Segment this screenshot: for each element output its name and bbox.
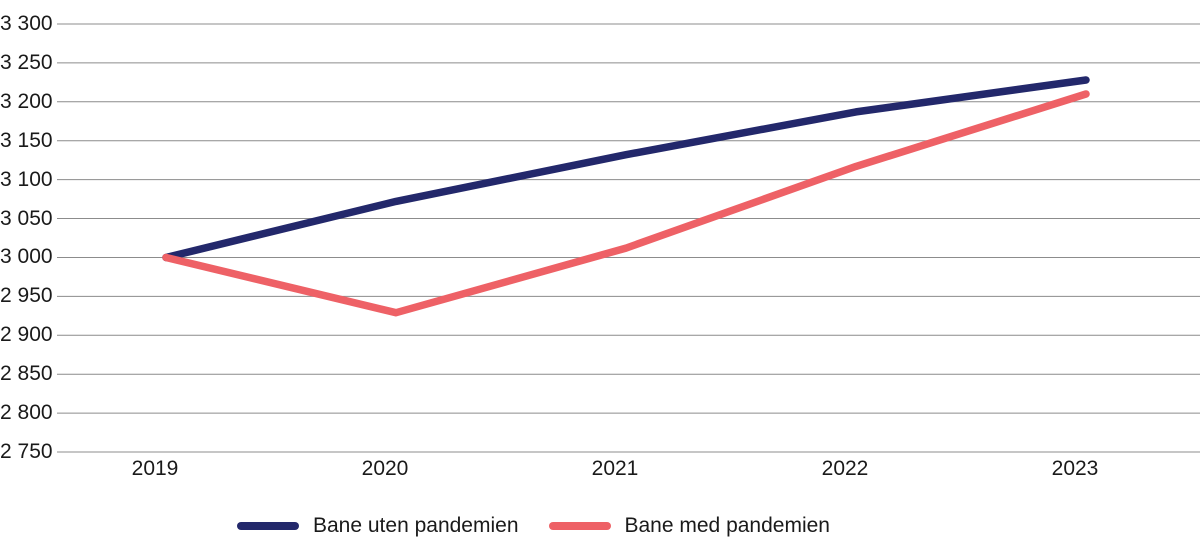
x-axis-tick-label: 2022 <box>821 457 869 480</box>
y-axis-tick-label: 3 300 <box>0 12 53 35</box>
legend-swatch-coral <box>548 522 611 530</box>
y-axis-tick-label: 3 050 <box>0 206 53 230</box>
y-axis-tick-label: 3 250 <box>0 50 53 74</box>
y-axis-tick-label: 3 150 <box>0 128 53 152</box>
x-axis-tick-label: 2020 <box>361 457 409 480</box>
legend: Bane uten pandemien Bane med pandemien <box>237 512 830 540</box>
y-axis-tick-label: 2 800 <box>0 401 53 425</box>
series-line-bane-med-pandemien <box>162 90 1090 317</box>
y-axis-tick-label: 3 100 <box>0 167 53 191</box>
y-axis-tick-label: 2 750 <box>0 440 53 463</box>
y-axis-tick-label: 2 850 <box>0 362 53 386</box>
x-axis-tick-label: 2023 <box>1051 457 1099 480</box>
legend-item-bane-med-pandemien: Bane med pandemien <box>548 512 830 540</box>
legend-swatch-navy <box>237 522 299 530</box>
y-axis-tick-label: 2 950 <box>0 284 53 308</box>
y-axis-tick-label: 2 900 <box>0 323 53 347</box>
legend-item-bane-uten-pandemien: Bane uten pandemien <box>237 512 519 540</box>
legend-label: Bane med pandemien <box>624 514 830 537</box>
x-axis-tick-label: 2021 <box>591 457 639 480</box>
y-axis-tick-label: 3 200 <box>0 89 53 113</box>
legend-label: Bane uten pandemien <box>313 514 519 537</box>
series-line-bane-uten-pandemien <box>162 76 1090 262</box>
x-axis-tick-label: 2019 <box>131 457 179 480</box>
y-axis-tick-label: 3 000 <box>0 245 53 269</box>
